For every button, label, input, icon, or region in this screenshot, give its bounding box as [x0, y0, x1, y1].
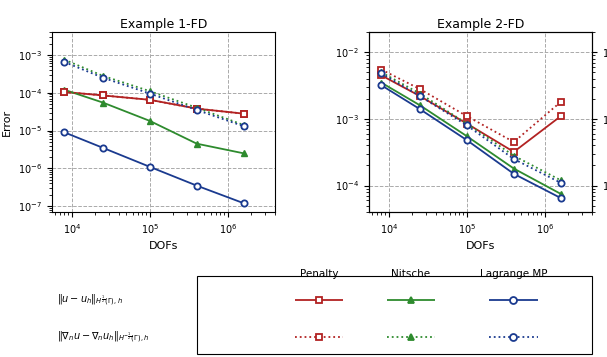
X-axis label: DOFs: DOFs — [149, 241, 178, 251]
Text: Lagrange MP: Lagrange MP — [480, 269, 548, 279]
Text: $\|u - u_h\|_{H^{\frac{1}{2}}(\Gamma),h}$: $\|u - u_h\|_{H^{\frac{1}{2}}(\Gamma),h}… — [57, 292, 123, 308]
Title: Example 1-FD: Example 1-FD — [120, 18, 207, 31]
FancyBboxPatch shape — [197, 276, 592, 354]
Text: Nitsche: Nitsche — [392, 269, 430, 279]
Title: Example 2-FD: Example 2-FD — [436, 18, 524, 31]
Y-axis label: Error: Error — [2, 109, 12, 136]
Text: Penalty: Penalty — [300, 269, 338, 279]
Text: $\|\nabla_n u - \nabla_n u_h\|_{H^{-\frac{1}{2}}(\Gamma),h}$: $\|\nabla_n u - \nabla_n u_h\|_{H^{-\fra… — [57, 330, 149, 345]
X-axis label: DOFs: DOFs — [466, 241, 495, 251]
